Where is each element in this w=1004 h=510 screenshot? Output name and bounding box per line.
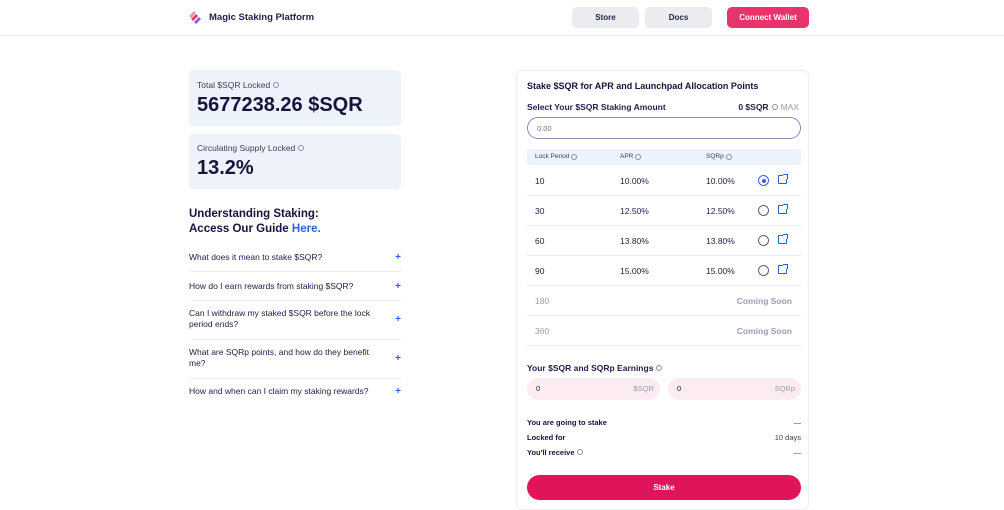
coming-soon-label: Coming Soon [736,326,792,336]
apr-value: 12.50% [620,206,649,216]
lock-option-radio[interactable] [758,265,769,276]
plus-icon[interactable]: + [395,281,401,292]
plus-icon[interactable]: + [395,386,401,397]
info-icon[interactable] [635,153,642,160]
apr-value: 15.00% [620,266,649,276]
faq-item[interactable]: How and when can I claim my staking rewa… [189,386,401,406]
brand-logo-icon [189,11,201,24]
amount-label: Select Your $SQR Staking Amount [527,102,666,112]
lock-period: 90 [535,266,545,276]
lock-option-row-disabled: 360 Coming Soon [527,316,801,346]
plus-icon[interactable]: + [395,314,401,325]
lock-option-radio[interactable] [758,175,769,186]
faq-item[interactable]: What does it mean to stake $SQR? + [189,252,401,272]
external-link-icon[interactable] [778,174,788,184]
external-link-icon[interactable] [778,264,788,274]
stake-button[interactable]: Stake [527,475,801,500]
top-header: Magic Staking Platform Store Docs Connec… [0,0,1004,36]
total-locked-value: 5677238.26 $SQR [197,94,363,116]
sqrp-value: 15.00% [706,266,735,276]
faq-question: What does it mean to stake $SQR? [189,252,323,262]
info-icon[interactable] [656,365,663,371]
sqrp-earnings-unit: SQRp [774,384,795,393]
panel-title: Stake $SQR for APR and Launchpad Allocat… [527,81,759,91]
stake-amount-input[interactable] [527,117,801,139]
lock-period: 360 [535,326,550,336]
info-icon[interactable] [273,82,280,88]
lock-period: 180 [535,296,550,306]
info-icon[interactable] [771,104,778,110]
plus-icon[interactable]: + [395,353,401,364]
sqr-earnings-value: 0 [536,384,541,393]
faq-question: How do I earn rewards from staking $SQR? [189,281,354,291]
faq-question: Can I withdraw my staked $SQR before the… [189,308,370,329]
summary-locked-row: Locked for 10 days [527,433,801,442]
info-icon[interactable] [725,153,732,160]
lock-period: 30 [535,206,545,216]
lock-option-radio[interactable] [758,235,769,246]
supply-locked-card: Circulating Supply Locked 13.2% [189,134,401,189]
brand-logo[interactable]: Magic Staking Platform [189,10,314,24]
balance-display: 0 $SQR MAX [738,102,799,112]
lock-option-row[interactable]: 60 13.80% 13.80% [527,226,801,256]
sqrp-earnings-value: 0 [677,384,682,393]
lock-option-row[interactable]: 90 15.00% 15.00% [527,256,801,286]
info-icon[interactable] [298,145,305,151]
supply-locked-value: 13.2% [197,157,254,179]
store-button[interactable]: Store [572,7,639,28]
staking-panel: Stake $SQR for APR and Launchpad Allocat… [516,70,809,510]
max-button[interactable]: MAX [780,102,799,112]
plus-icon[interactable]: + [395,252,401,263]
faq-item[interactable]: How do I earn rewards from staking $SQR?… [189,281,401,301]
apr-value: 13.80% [620,236,649,246]
balance-value: 0 $SQR [738,102,769,112]
sqrp-value: 12.50% [706,206,735,216]
sqr-earnings-unit: $SQR [633,384,654,393]
faq-item[interactable]: Can I withdraw my staked $SQR before the… [189,308,401,340]
period-column-header: Lock Period [535,153,570,160]
external-link-icon[interactable] [778,234,788,244]
connect-wallet-button[interactable]: Connect Wallet [727,7,809,28]
supply-locked-label: Circulating Supply Locked [197,143,296,153]
external-link-icon[interactable] [778,204,788,214]
sqrp-value: 13.80% [706,236,735,246]
sqrp-earnings-field: 0 SQRp [668,378,801,400]
faq-item[interactable]: What are SQRp points, and how do they be… [189,347,401,379]
faq-question: What are SQRp points, and how do they be… [189,347,370,368]
lock-period: 10 [535,176,545,186]
total-locked-card: Total $SQR Locked 5677238.26 $SQR [189,70,401,126]
info-icon[interactable] [571,153,578,160]
total-locked-label: Total $SQR Locked [197,80,271,90]
summary-stake-row: You are going to stake — [527,418,801,427]
brand-name: Magic Staking Platform [209,11,315,23]
apr-column-header: APR [620,153,634,160]
info-icon[interactable] [576,449,583,455]
docs-button[interactable]: Docs [645,7,712,28]
sqrp-value: 10.00% [706,176,735,186]
earnings-heading: Your $SQR and SQRp Earnings [527,363,663,373]
apr-value: 10.00% [620,176,649,186]
faq-question: How and when can I claim my staking rewa… [189,386,369,396]
guide-heading: Understanding Staking: Access Our Guide … [189,208,321,235]
sqrp-column-header: SQRp [706,153,724,160]
lock-option-row-disabled: 180 Coming Soon [527,286,801,316]
coming-soon-label: Coming Soon [736,296,792,306]
lock-option-row[interactable]: 10 10.00% 10.00% [527,166,801,196]
summary-receive-row: You'll receive — [527,448,801,457]
guide-link[interactable]: Here. [291,223,321,235]
lock-period: 60 [535,236,545,246]
sqr-earnings-field: 0 $SQR [527,378,660,400]
lock-table-header: Lock Period APR SQRp [527,149,801,165]
lock-option-row[interactable]: 30 12.50% 12.50% [527,196,801,226]
lock-option-radio[interactable] [758,205,769,216]
